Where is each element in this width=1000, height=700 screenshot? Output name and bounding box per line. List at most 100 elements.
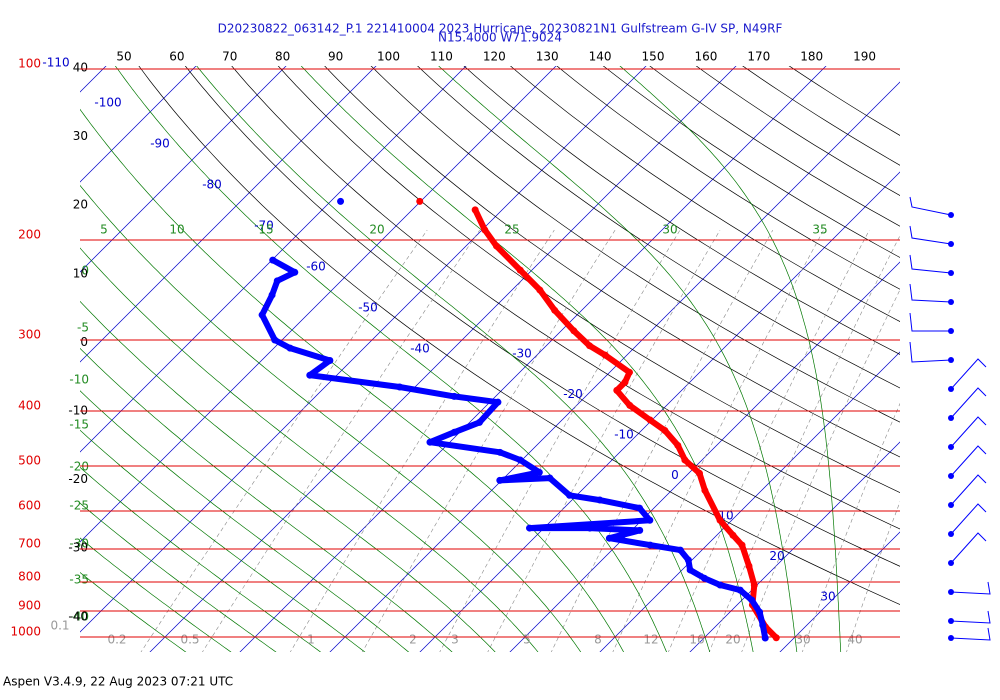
mixing-ratio-label: 5	[523, 633, 531, 647]
dry-adiabat-label: 60	[169, 50, 184, 64]
pseudo-adiabat	[80, 502, 277, 652]
profile-point	[738, 541, 746, 549]
chart-title: D20230822_063142_P.1 221410004 2023 Hurr…	[218, 22, 783, 36]
dry-adiabat	[742, 66, 900, 166]
profile-point	[686, 566, 694, 574]
wind-barb-staff	[909, 341, 952, 363]
pseudo-adiabat	[438, 66, 798, 652]
mixing-ratio-line	[140, 229, 428, 652]
plot-layer: -110-100-90-80-70-60-50-40 -30-20-1001020…	[10, 50, 991, 647]
profile-point	[736, 586, 744, 594]
profile-point	[625, 368, 633, 376]
pseudo-adiabat	[80, 300, 496, 652]
mixing-ratio-label: 20	[725, 633, 740, 647]
profile-point	[481, 226, 489, 234]
profile-point	[471, 206, 479, 214]
dry-adiabat-label: 70	[222, 50, 237, 64]
pseudo-adiabat-label: -25	[69, 499, 89, 513]
profile-point	[516, 456, 524, 464]
pseudo-adiabat-label: 30	[662, 223, 677, 237]
wind-barb	[948, 627, 991, 641]
dry-adiabat	[417, 66, 900, 389]
wind-barb-staff	[950, 627, 991, 641]
mixing-ratio-label: 8	[594, 633, 602, 647]
isotherm-label: 0	[671, 468, 679, 482]
profile-point	[546, 474, 554, 482]
wind-barb-staff	[950, 445, 987, 477]
isotherm	[419, 171, 900, 652]
pseudo-adiabat-label: 35	[812, 223, 827, 237]
dry-adiabat-label: 80	[275, 50, 290, 64]
profile-point	[636, 504, 644, 512]
left-label: 10	[73, 266, 88, 280]
profile-point	[475, 418, 483, 426]
dry-adiabat	[463, 66, 900, 355]
profile-point	[772, 634, 780, 642]
profile-point	[701, 486, 709, 494]
wind-barb-staff	[909, 225, 952, 245]
dry-adiabat	[138, 66, 900, 605]
profile-point	[570, 327, 578, 335]
pseudo-adiabat	[80, 347, 453, 652]
y-tick-label: 700	[18, 537, 41, 551]
profile-point	[646, 516, 654, 524]
profile-point	[535, 468, 543, 476]
profile-point	[516, 266, 524, 274]
mixing-ratio-label: 0.1	[50, 619, 69, 633]
profile-point	[271, 336, 279, 344]
pseudo-adiabat	[80, 184, 582, 652]
wind-barb	[909, 225, 954, 247]
pseudo-adiabat	[80, 537, 232, 652]
profile-point	[700, 574, 708, 582]
profile-point	[626, 401, 634, 409]
profile-point	[526, 524, 534, 532]
y-tick-label: 1000	[10, 625, 41, 639]
profile-point	[258, 311, 266, 319]
profile-point	[748, 596, 756, 604]
isotherm	[80, 66, 107, 93]
profile-point	[716, 516, 724, 524]
profile-point	[601, 351, 609, 359]
profile-point	[551, 306, 559, 314]
profile-point	[636, 526, 644, 534]
left-label: 20	[73, 198, 88, 212]
wind-barb	[948, 387, 987, 421]
profile-point	[586, 524, 594, 532]
left-label: 0	[80, 335, 88, 349]
profile-point	[661, 427, 669, 435]
left-label: 30	[73, 129, 88, 143]
wind-barb-staff	[909, 196, 952, 216]
wind-barb	[948, 581, 991, 595]
mixing-ratio-line	[801, 402, 900, 652]
profile-point	[536, 286, 544, 294]
mixing-ratio-label: 0.2	[107, 633, 126, 647]
wind-barb-staff	[950, 416, 987, 448]
mixing-ratio-line	[202, 229, 480, 652]
y-tick-label: 200	[18, 227, 41, 241]
dry-adiabat-label: 190	[853, 50, 876, 64]
dry-adiabat	[231, 66, 900, 530]
mixing-ratio-line	[612, 229, 824, 652]
isotherm-label: -10	[614, 428, 634, 442]
pseudo-adiabat-label: 5	[100, 223, 108, 237]
profile-point	[326, 357, 334, 365]
dry-adiabat	[277, 66, 900, 494]
isotherm	[779, 531, 900, 652]
y-tick-label: 900	[18, 599, 41, 613]
profile-point	[646, 541, 654, 549]
pseudo-adiabat-label: 25	[504, 223, 519, 237]
mixing-ratio-line	[362, 229, 616, 652]
dry-adiabat-label: 140	[589, 50, 612, 64]
isotherm	[689, 441, 900, 652]
pseudo-adiabat	[114, 66, 667, 652]
profile-point	[596, 496, 604, 504]
wind-barb-staff	[950, 387, 987, 419]
profile-point	[496, 476, 504, 484]
wind-barb	[948, 532, 987, 566]
mixing-ratio-label: 0.5	[180, 633, 199, 647]
profile-point	[306, 371, 314, 379]
wind-barb	[948, 416, 987, 450]
profile-point	[695, 469, 703, 477]
pseudo-adiabat-label: -30	[69, 537, 89, 551]
